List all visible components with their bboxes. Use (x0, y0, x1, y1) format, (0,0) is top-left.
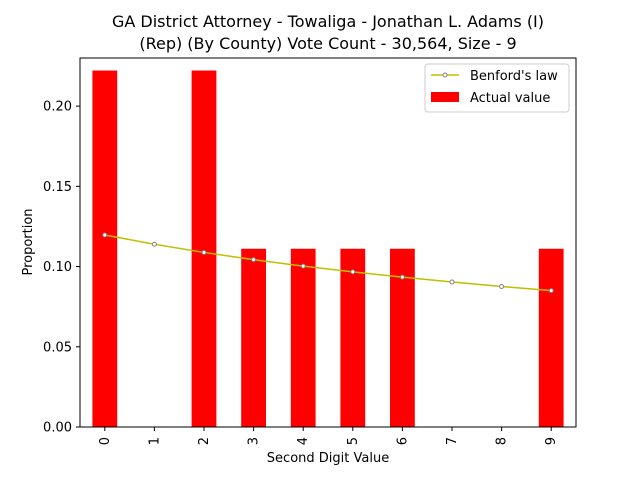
y-axis-label: Proportion (21, 208, 36, 275)
bar-0 (92, 70, 118, 427)
benford-line (104, 234, 552, 292)
x-tick-label-2: 2 (197, 437, 212, 445)
bar-2 (191, 70, 217, 427)
bar-4 (290, 248, 316, 427)
x-tick-label-0: 0 (98, 437, 113, 445)
y-tick-label-0.05: 0.05 (43, 340, 72, 355)
bar-3 (241, 248, 266, 427)
legend-bar-swatch (431, 92, 459, 102)
benford-point-4 (300, 263, 306, 269)
bar-9 (538, 248, 564, 427)
y-tick-label-0.10: 0.10 (43, 260, 72, 275)
benford-point-6 (399, 274, 405, 280)
x-axis: 0 1 2 3 4 5 6 7 8 9 (98, 427, 559, 445)
x-tick-label-7: 7 (445, 437, 460, 445)
benford-point-1 (151, 241, 157, 247)
legend-benford-label: Benford's law (470, 69, 558, 84)
legend: Benford's law Actual value (424, 63, 570, 113)
chart-title: GA District Attorney - Towaliga - Jonath… (112, 12, 544, 31)
x-tick-label-6: 6 (395, 437, 410, 445)
y-axis: 0.00 0.05 0.10 0.15 0.20 (43, 100, 80, 436)
benford-point-5 (350, 269, 356, 275)
bar-5 (340, 248, 366, 427)
benford-point-7 (449, 279, 455, 285)
legend-box (424, 63, 570, 113)
x-axis-label: Second Digit Value (267, 451, 389, 466)
x-tick-label-8: 8 (495, 437, 510, 445)
bars-group (92, 70, 564, 427)
benford-line-group (102, 232, 554, 294)
chart-subtitle: (Rep) (By County) Vote Count - 30,564, S… (139, 34, 516, 53)
x-tick-label-9: 9 (544, 437, 559, 445)
legend-actual-label: Actual value (470, 91, 550, 106)
benford-point-3 (251, 257, 257, 263)
x-tick-label-5: 5 (346, 437, 361, 445)
y-tick-label-0.20: 0.20 (43, 100, 72, 115)
x-tick-label-3: 3 (247, 437, 262, 445)
x-tick-label-4: 4 (296, 437, 311, 445)
benford-point-0 (102, 232, 108, 238)
benford-point-8 (499, 283, 505, 289)
plot-frame (79, 57, 577, 428)
x-tick-label-1: 1 (147, 437, 162, 445)
benford-point-2 (201, 249, 207, 255)
legend-line-marker (442, 72, 448, 78)
y-tick-label-0.15: 0.15 (43, 180, 72, 195)
benford-point-9 (548, 288, 554, 294)
y-tick-label-0.00: 0.00 (43, 421, 72, 436)
